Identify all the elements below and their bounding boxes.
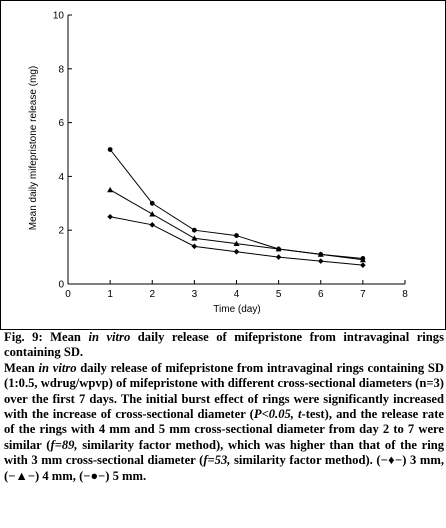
- x-tick-label: 3: [192, 289, 198, 300]
- data-point-diamond: [317, 258, 324, 264]
- data-point-triangle: [191, 235, 198, 241]
- x-tick-label: 5: [276, 289, 282, 300]
- data-point-diamond: [275, 254, 282, 260]
- figure-caption: Fig. 9: Mean in vitro daily release of m…: [4, 330, 444, 484]
- caption-italic: P<0.05, t: [253, 407, 302, 422]
- y-tick-label: 10: [53, 11, 65, 22]
- caption-text: similarity factor method). (−♦−) 3 mm, (…: [4, 453, 444, 483]
- x-tick-label: 7: [360, 289, 366, 300]
- data-point-diamond: [360, 262, 366, 268]
- caption-title-italic: in vitro: [88, 330, 131, 344]
- x-axis-label: Time (day): [213, 304, 260, 315]
- chart-markers: [107, 147, 366, 268]
- data-point-diamond: [233, 248, 240, 255]
- x-tick-label: 1: [107, 289, 113, 300]
- caption-body: Mean in vitro daily release of mifeprist…: [4, 361, 444, 484]
- y-axis-label: Mean daily mifepristone release (mg): [28, 66, 39, 231]
- y-tick-label: 2: [58, 226, 64, 237]
- caption-italic: f=89,: [50, 437, 78, 452]
- data-point-circle: [234, 233, 239, 238]
- data-point-circle: [318, 252, 324, 257]
- data-point-circle: [107, 147, 113, 152]
- data-point-circle: [360, 256, 366, 261]
- caption-text: -test), and the release rate of the ring…: [4, 407, 444, 452]
- y-tick-label: 0: [58, 280, 64, 291]
- data-point-triangle: [149, 211, 156, 217]
- line-chart: 0 1 2 3 4 5 6 7 8 0 2 4 6 8 10 Time (day) Mean daily m…: [28, 11, 408, 316]
- caption-text: daily release of mifepristone from intra…: [4, 360, 444, 422]
- data-point-diamond: [191, 243, 198, 250]
- fig-label: Fig. 9:: [4, 330, 43, 344]
- x-tick-label: 4: [234, 289, 240, 300]
- x-tick-label: 6: [318, 289, 324, 300]
- caption-italic: in vitro: [38, 360, 77, 375]
- data-point-triangle: [107, 186, 114, 193]
- caption-title-part: Mean: [50, 330, 81, 344]
- chart-ticks: 0 1 2 3 4 5 6 7 8 0 2 4 6 8 10: [53, 11, 408, 301]
- data-point-circle: [149, 200, 155, 206]
- data-point-circle: [276, 246, 282, 252]
- data-point-circle: [191, 227, 197, 233]
- x-tick-label: 8: [402, 289, 408, 300]
- caption-title-part: daily release of mifepristone from intra…: [4, 330, 444, 360]
- y-tick-label: 6: [58, 118, 64, 129]
- caption-title: Fig. 9: Mean in vitro daily release of m…: [4, 330, 444, 361]
- x-tick-label: 0: [65, 289, 71, 300]
- x-tick-label: 2: [149, 289, 155, 300]
- data-point-diamond: [149, 222, 156, 228]
- caption-italic: f=53,: [203, 453, 231, 468]
- y-tick-label: 4: [58, 172, 64, 183]
- chart-series-lines: [109, 149, 363, 266]
- data-point-diamond: [107, 213, 113, 220]
- caption-text: Mean: [4, 360, 35, 375]
- caption-text: similarity factor method), which was hig…: [4, 437, 445, 468]
- y-tick-label: 8: [58, 64, 64, 75]
- data-point-triangle: [233, 240, 240, 247]
